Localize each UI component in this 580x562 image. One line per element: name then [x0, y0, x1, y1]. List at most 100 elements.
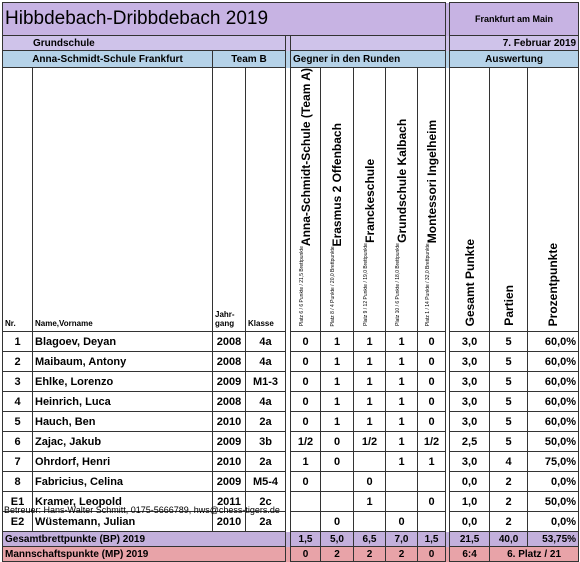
header-text: Grundschule Kalbach [394, 119, 409, 244]
table-cell: 2 [489, 471, 529, 493]
table-cell: 0 [290, 351, 321, 373]
table-cell: 6 [2, 431, 33, 453]
table-cell: 2008 [212, 351, 246, 373]
table-row: Anna-Schmidt-Schule Frankfurt Team B Gegne… [2, 50, 580, 68]
header-info: Platz 9 / 12 Punkte / 19,0 Brettpunkte [362, 243, 369, 327]
title: Hibbdebach-Dribbdebach 2019 [1, 2, 447, 36]
table-cell: Ohrdorf, Henri [32, 451, 213, 473]
spacer [285, 431, 291, 452]
opponent-header: Erasmus 2 Offenbach Platz 8 / 4 Punkte / … [320, 66, 354, 333]
table-cell: Maibaum, Antony [32, 351, 213, 373]
spacer [445, 35, 450, 51]
table-cell: 5 [489, 411, 529, 433]
total-cell: 2 [353, 546, 386, 562]
table-cell [416, 511, 447, 533]
spacer [445, 67, 450, 332]
total-cell: 1,5 [290, 531, 321, 548]
table-row: 6 Zajac, Jakub 2009 3b 1/2 0 1/2 1 1/2 2,5 5 50,0% [2, 431, 580, 453]
table-cell: 1 [320, 411, 354, 433]
opponents-label: Gegner in den Runden [289, 50, 447, 68]
table-cell: M5-4 [245, 471, 286, 493]
table-cell: 1 [353, 491, 386, 513]
table-row: E1 Kramer, Leopold 2011 2c 1 0 1,0 2 50,0% [2, 491, 580, 513]
table-cell: 1 [2, 331, 33, 353]
table-cell [385, 471, 418, 493]
table-cell: 4 [489, 451, 529, 473]
table-cell: 0 [385, 511, 418, 533]
opponent-header: Montessori Ingelheim Platz 1 / 14 Punkte … [416, 66, 447, 333]
header-text: Gesamt Punkte [462, 238, 477, 327]
table-cell: 0,0 [449, 511, 491, 533]
table-cell: 0 [320, 511, 354, 533]
table-row: 2 Maibaum, Antony 2008 4a 0 1 1 1 0 3,0 5 60,0% [2, 351, 580, 373]
table-cell: Heinrich, Luca [32, 391, 213, 413]
total-cell: 7,0 [385, 531, 418, 548]
total-cell: 2 [320, 546, 354, 562]
table-cell: 1 [385, 391, 418, 413]
table-cell: 1/2 [416, 431, 447, 453]
header-info: Platz 6 / 6 Punkte / 21,5 Brettpunkte [298, 246, 305, 327]
table-cell: 1 [385, 451, 418, 473]
table-cell [385, 491, 418, 513]
school: Anna-Schmidt-Schule Frankfurt [2, 50, 213, 68]
table-row: 8 Fabricius, Celina 2009 M5-4 0 0 0,0 2 0,0% [2, 471, 580, 493]
table-cell: 50,0% [527, 431, 580, 453]
spacer [285, 471, 291, 492]
table-cell: 3,0 [449, 371, 491, 393]
table-cell: 1 [353, 371, 386, 393]
total-cell: 1,5 [416, 531, 447, 548]
header-text: Franckeschule [362, 159, 377, 244]
table-cell: 1 [320, 351, 354, 373]
column-header: Gesamt Punkte [449, 66, 491, 333]
header-info: Platz 1 / 14 Punkte / 32,0 Brettpunkte [424, 243, 431, 327]
header-info: Platz 8 / 4 Punkte / 20,0 Brettpunkte [330, 246, 336, 327]
table-cell: 1,0 [449, 491, 491, 513]
header-text: Montessori Ingelheim [424, 119, 439, 244]
table-cell: 0 [416, 351, 447, 373]
table-cell: 60,0% [527, 351, 580, 373]
spacer [285, 67, 291, 332]
table-cell: 1/2 [290, 431, 321, 453]
spacer [445, 491, 450, 512]
table-cell: 0 [290, 411, 321, 433]
header-info: Platz 10 / 6 Punkte / 18,0 Brettpunkte [394, 243, 401, 327]
spacer [445, 2, 450, 36]
table-cell: 1 [385, 431, 418, 453]
table-cell: 1 [385, 371, 418, 393]
table-cell: 0,0% [527, 511, 580, 533]
table-cell: 0 [416, 391, 447, 413]
spacer [445, 331, 450, 352]
total-cell: 40,0 [489, 531, 529, 548]
total-cell: 53,75% [527, 531, 580, 548]
footer: Betreuer: Hans-Walter Schmitt, 0175-5666… [4, 505, 280, 515]
table-cell [353, 451, 386, 473]
table-cell: 5 [489, 431, 529, 453]
table-cell: 8 [2, 471, 33, 493]
table-cell: 4a [245, 391, 286, 413]
table-cell: 5 [489, 391, 529, 413]
table-cell: 5 [2, 411, 33, 433]
table-cell: M1-3 [245, 371, 286, 393]
column-header: Name,Vorname [32, 66, 213, 333]
table-cell: 3,0 [449, 391, 491, 413]
table-cell: 2,5 [449, 431, 491, 453]
spacer [285, 491, 291, 512]
column-header: Prozentpunkte [527, 66, 580, 333]
table-cell: 2008 [212, 391, 246, 413]
table-cell: 1 [353, 411, 386, 433]
table-cell: 0 [290, 331, 321, 353]
spacer [285, 391, 291, 412]
total-cell: 0 [290, 546, 321, 562]
table-row: Hibbdebach-Dribbdebach 2019 Frankfurt am … [1, 2, 580, 36]
spacer [445, 471, 450, 492]
table-cell: 2010 [212, 451, 246, 473]
blank-cell [289, 35, 447, 51]
table-cell: 3,0 [449, 451, 491, 473]
table-cell: 5 [489, 331, 529, 353]
table-cell: 75,0% [527, 451, 580, 473]
table-cell: 3 [2, 371, 33, 393]
table-cell: 1 [320, 371, 354, 393]
column-header: Nr. [2, 66, 33, 333]
table-cell [320, 471, 354, 493]
